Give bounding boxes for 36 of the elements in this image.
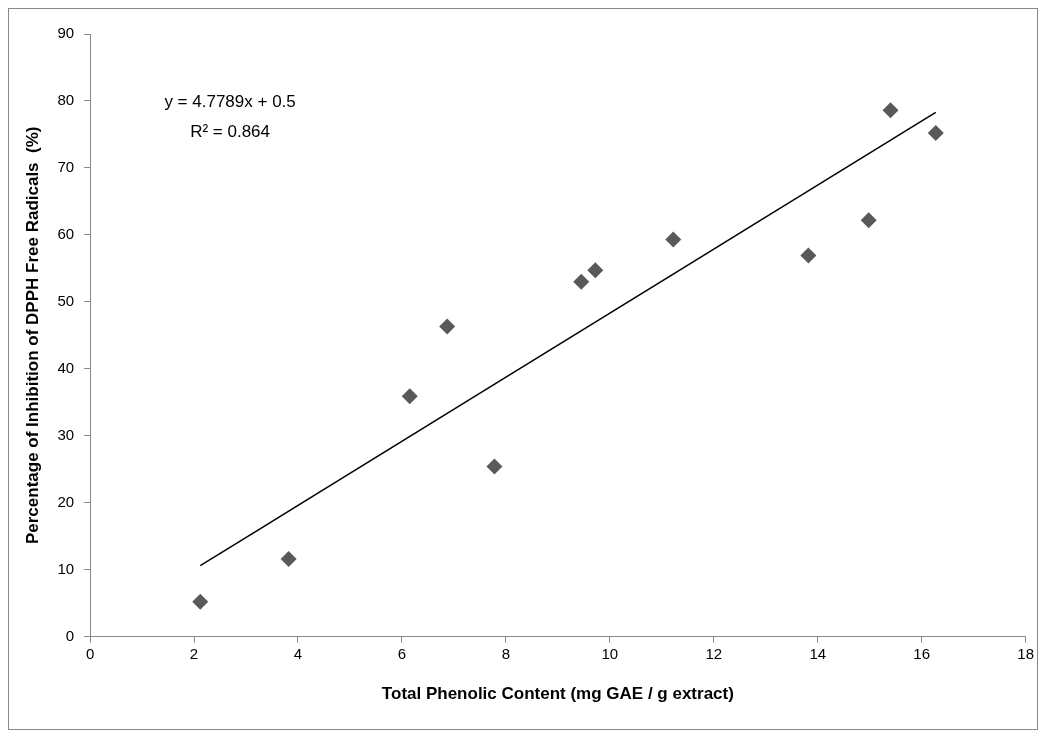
y-tick-label: 70 <box>57 158 75 176</box>
y-tick-label: 60 <box>57 225 75 243</box>
x-tick-label: 14 <box>809 644 827 662</box>
point <box>486 458 503 475</box>
y-tick-label: 50 <box>57 291 75 309</box>
y-tick-label: 20 <box>57 492 75 510</box>
point <box>882 102 899 119</box>
point <box>587 262 604 279</box>
x-tick-label: 4 <box>293 644 303 662</box>
y-tick-label: 40 <box>57 358 75 376</box>
annotation: R² = 0.864 <box>190 121 271 141</box>
point <box>192 593 209 610</box>
x-tick-label: 10 <box>601 644 619 662</box>
y-tick-label: 10 <box>57 559 75 577</box>
annotation: y = 4.7789x + 0.5 <box>164 91 296 111</box>
point <box>927 125 944 142</box>
point <box>573 273 590 290</box>
y-tick-label: 30 <box>57 425 75 443</box>
y-tick-label: 0 <box>65 626 75 644</box>
y-tick-label: 80 <box>57 91 75 109</box>
x-tick-label: 12 <box>705 644 723 662</box>
point <box>280 550 297 567</box>
point <box>439 318 456 335</box>
x-tick-label: 8 <box>501 644 511 662</box>
x-tick-label: 16 <box>913 644 931 662</box>
point <box>665 231 682 248</box>
point <box>860 212 877 229</box>
point <box>800 247 817 264</box>
x-tick-label: 18 <box>1017 644 1034 662</box>
x-axis-title: Total Phenolic Content (mg GAE / g extract) <box>381 684 734 704</box>
x-tick-label: 6 <box>397 644 407 662</box>
y-axis-title: Percentage of Inhibition of DPPH Free Radicals (%) <box>22 126 42 545</box>
point <box>401 388 418 405</box>
x-tick-label: 0 <box>85 644 95 662</box>
y-tick-label: 90 <box>57 24 75 42</box>
x-tick-label: 2 <box>189 644 199 662</box>
